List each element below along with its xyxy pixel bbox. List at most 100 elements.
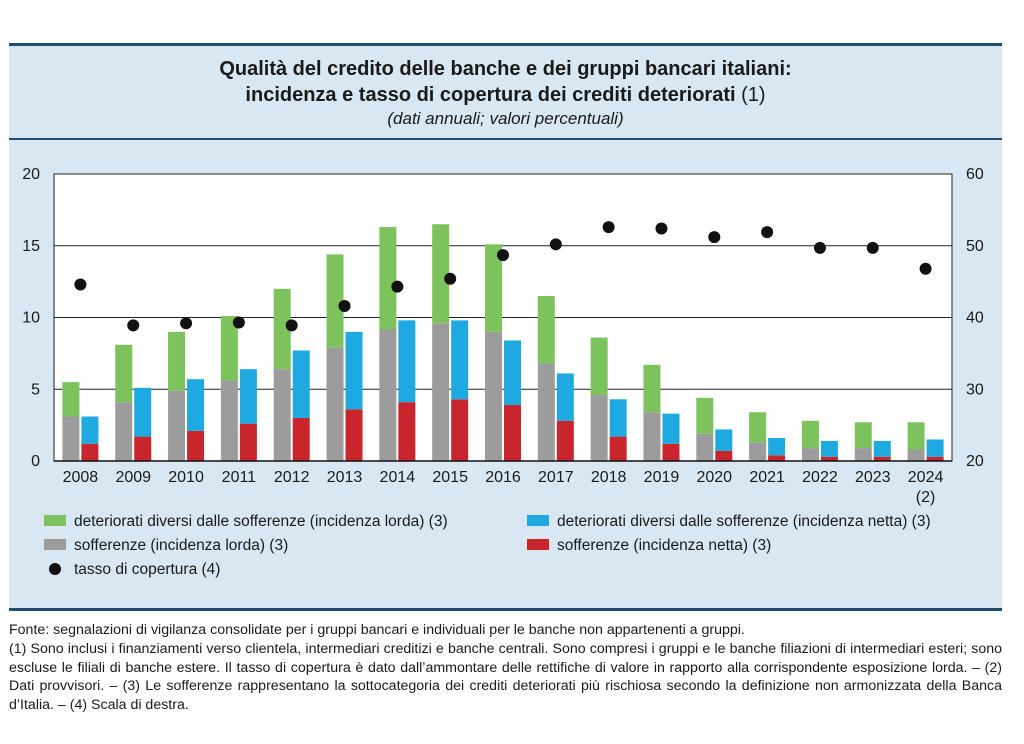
point-tasso-copertura <box>761 226 774 239</box>
legend-label: tasso di copertura (4) <box>74 561 220 578</box>
chart-title-line2: incidenza e tasso di copertura dei credi… <box>9 82 1002 108</box>
legend-label: sofferenze (incidenza lorda) (3) <box>74 537 288 554</box>
y-tick-label-right: 30 <box>966 381 984 398</box>
point-tasso-copertura <box>497 249 509 262</box>
bar-sofferenze-lorda <box>590 394 608 461</box>
point-tasso-copertura <box>127 319 140 332</box>
bar-deteriorati-lorda <box>379 227 397 329</box>
bar-sofferenze-netta <box>292 417 310 461</box>
title-block: Qualità del credito delle banche e dei g… <box>9 56 1002 130</box>
point-tasso-copertura <box>391 280 404 293</box>
bar-sofferenze-netta <box>134 436 152 461</box>
bar-deteriorati-netta <box>81 416 99 444</box>
point-tasso-copertura <box>232 316 245 329</box>
x-tick-label: 2022 <box>802 469 838 486</box>
legend-swatch <box>527 515 549 526</box>
bar-deteriorati-lorda <box>432 224 450 324</box>
bar-sofferenze-lorda <box>537 363 555 461</box>
x-tick-label: 2009 <box>115 469 151 486</box>
x-tick-label: 2020 <box>696 469 732 486</box>
bar-deteriorati-netta <box>609 399 627 437</box>
y-tick-label-left: 10 <box>22 310 40 327</box>
chart-subtitle: (dati annuali; valori percentuali) <box>387 109 624 128</box>
bar-deteriorati-lorda <box>537 295 555 364</box>
bar-sofferenze-lorda <box>379 328 397 461</box>
bar-deteriorati-lorda <box>854 422 872 449</box>
bar-deteriorati-netta <box>134 387 152 437</box>
x-tick-label: 2008 <box>63 469 99 486</box>
footnote-text: (1) Sono inclusi i finanziamenti verso c… <box>9 640 1002 714</box>
bar-sofferenze-netta <box>926 456 944 461</box>
bar-sofferenze-netta <box>820 456 838 461</box>
x-tick-note: (2) <box>916 489 936 506</box>
bar-sofferenze-netta <box>556 420 574 461</box>
bar-sofferenze-lorda <box>432 323 450 461</box>
chart-title-bold: incidenza e tasso di copertura dei credi… <box>245 84 736 106</box>
bar-deteriorati-netta <box>768 438 786 456</box>
bar-sofferenze-lorda <box>643 412 661 461</box>
legend-label: sofferenze (incidenza netta) (3) <box>557 537 771 554</box>
x-tick-label: 2017 <box>538 469 574 486</box>
y-tick-label-right: 20 <box>966 453 984 470</box>
footnotes: Fonte: segnalazioni di vigilanza consoli… <box>9 621 1002 715</box>
x-tick-label: 2012 <box>274 469 310 486</box>
x-tick-label: 2021 <box>749 469 785 486</box>
bar-deteriorati-netta <box>398 320 416 403</box>
bar-deteriorati-netta <box>187 379 205 431</box>
bar-deteriorati-lorda <box>590 337 608 395</box>
bar-deteriorati-netta <box>504 340 521 406</box>
legend-swatch <box>527 539 549 550</box>
x-tick-label: 2018 <box>591 469 627 486</box>
point-tasso-copertura <box>180 317 193 330</box>
bar-sofferenze-netta <box>345 409 363 461</box>
x-tick-label: 2023 <box>855 469 891 486</box>
bar-deteriorati-lorda <box>643 364 661 413</box>
bar-sofferenze-lorda <box>485 331 502 461</box>
y-tick-label-left: 15 <box>22 238 40 255</box>
bar-sofferenze-lorda <box>62 416 80 461</box>
legend-marker-dot <box>49 563 61 575</box>
x-tick-label: 2015 <box>432 469 468 486</box>
chart-title: Qualità del credito delle banche e dei g… <box>219 58 792 80</box>
point-tasso-copertura <box>285 319 298 332</box>
bar-deteriorati-lorda <box>220 316 238 381</box>
bar-sofferenze-lorda <box>273 369 291 461</box>
bar-sofferenze-netta <box>768 455 786 461</box>
bar-deteriorati-lorda <box>801 420 819 449</box>
legend-swatch <box>44 539 66 550</box>
y-tick-label-left: 5 <box>31 381 40 398</box>
bar-sofferenze-lorda <box>168 390 186 461</box>
point-tasso-copertura <box>813 241 826 254</box>
bar-sofferenze-lorda <box>115 402 133 461</box>
bar-sofferenze-lorda <box>907 449 925 461</box>
bar-sofferenze-netta <box>398 402 416 461</box>
bar-sofferenze-netta <box>239 423 257 461</box>
x-tick-label: 2013 <box>327 469 363 486</box>
point-tasso-copertura <box>444 272 457 285</box>
bar-deteriorati-lorda <box>749 412 767 443</box>
bar-deteriorati-lorda <box>907 422 925 450</box>
x-tick-label: 2014 <box>380 469 416 486</box>
bar-deteriorati-netta <box>820 440 838 457</box>
point-tasso-copertura <box>655 222 668 235</box>
bar-sofferenze-netta <box>81 443 99 461</box>
bar-sofferenze-lorda <box>749 442 767 461</box>
bar-deteriorati-lorda <box>62 382 80 417</box>
bar-deteriorati-lorda <box>326 254 344 348</box>
y-tick-label-right: 60 <box>966 166 984 183</box>
bar-sofferenze-netta <box>504 405 521 461</box>
bar-sofferenze-netta <box>715 450 733 461</box>
bar-sofferenze-netta <box>873 456 891 461</box>
bar-deteriorati-netta <box>662 413 680 444</box>
bar-deteriorati-lorda <box>168 331 186 391</box>
point-tasso-copertura <box>549 238 562 251</box>
x-tick-label: 2011 <box>222 469 257 486</box>
point-tasso-copertura <box>338 300 351 313</box>
point-tasso-copertura <box>919 262 932 275</box>
bar-deteriorati-lorda <box>115 344 133 403</box>
bar-sofferenze-lorda <box>220 380 238 461</box>
point-tasso-copertura <box>602 221 615 234</box>
y-tick-label-left: 0 <box>31 453 40 470</box>
y-tick-label-left: 20 <box>22 166 40 183</box>
